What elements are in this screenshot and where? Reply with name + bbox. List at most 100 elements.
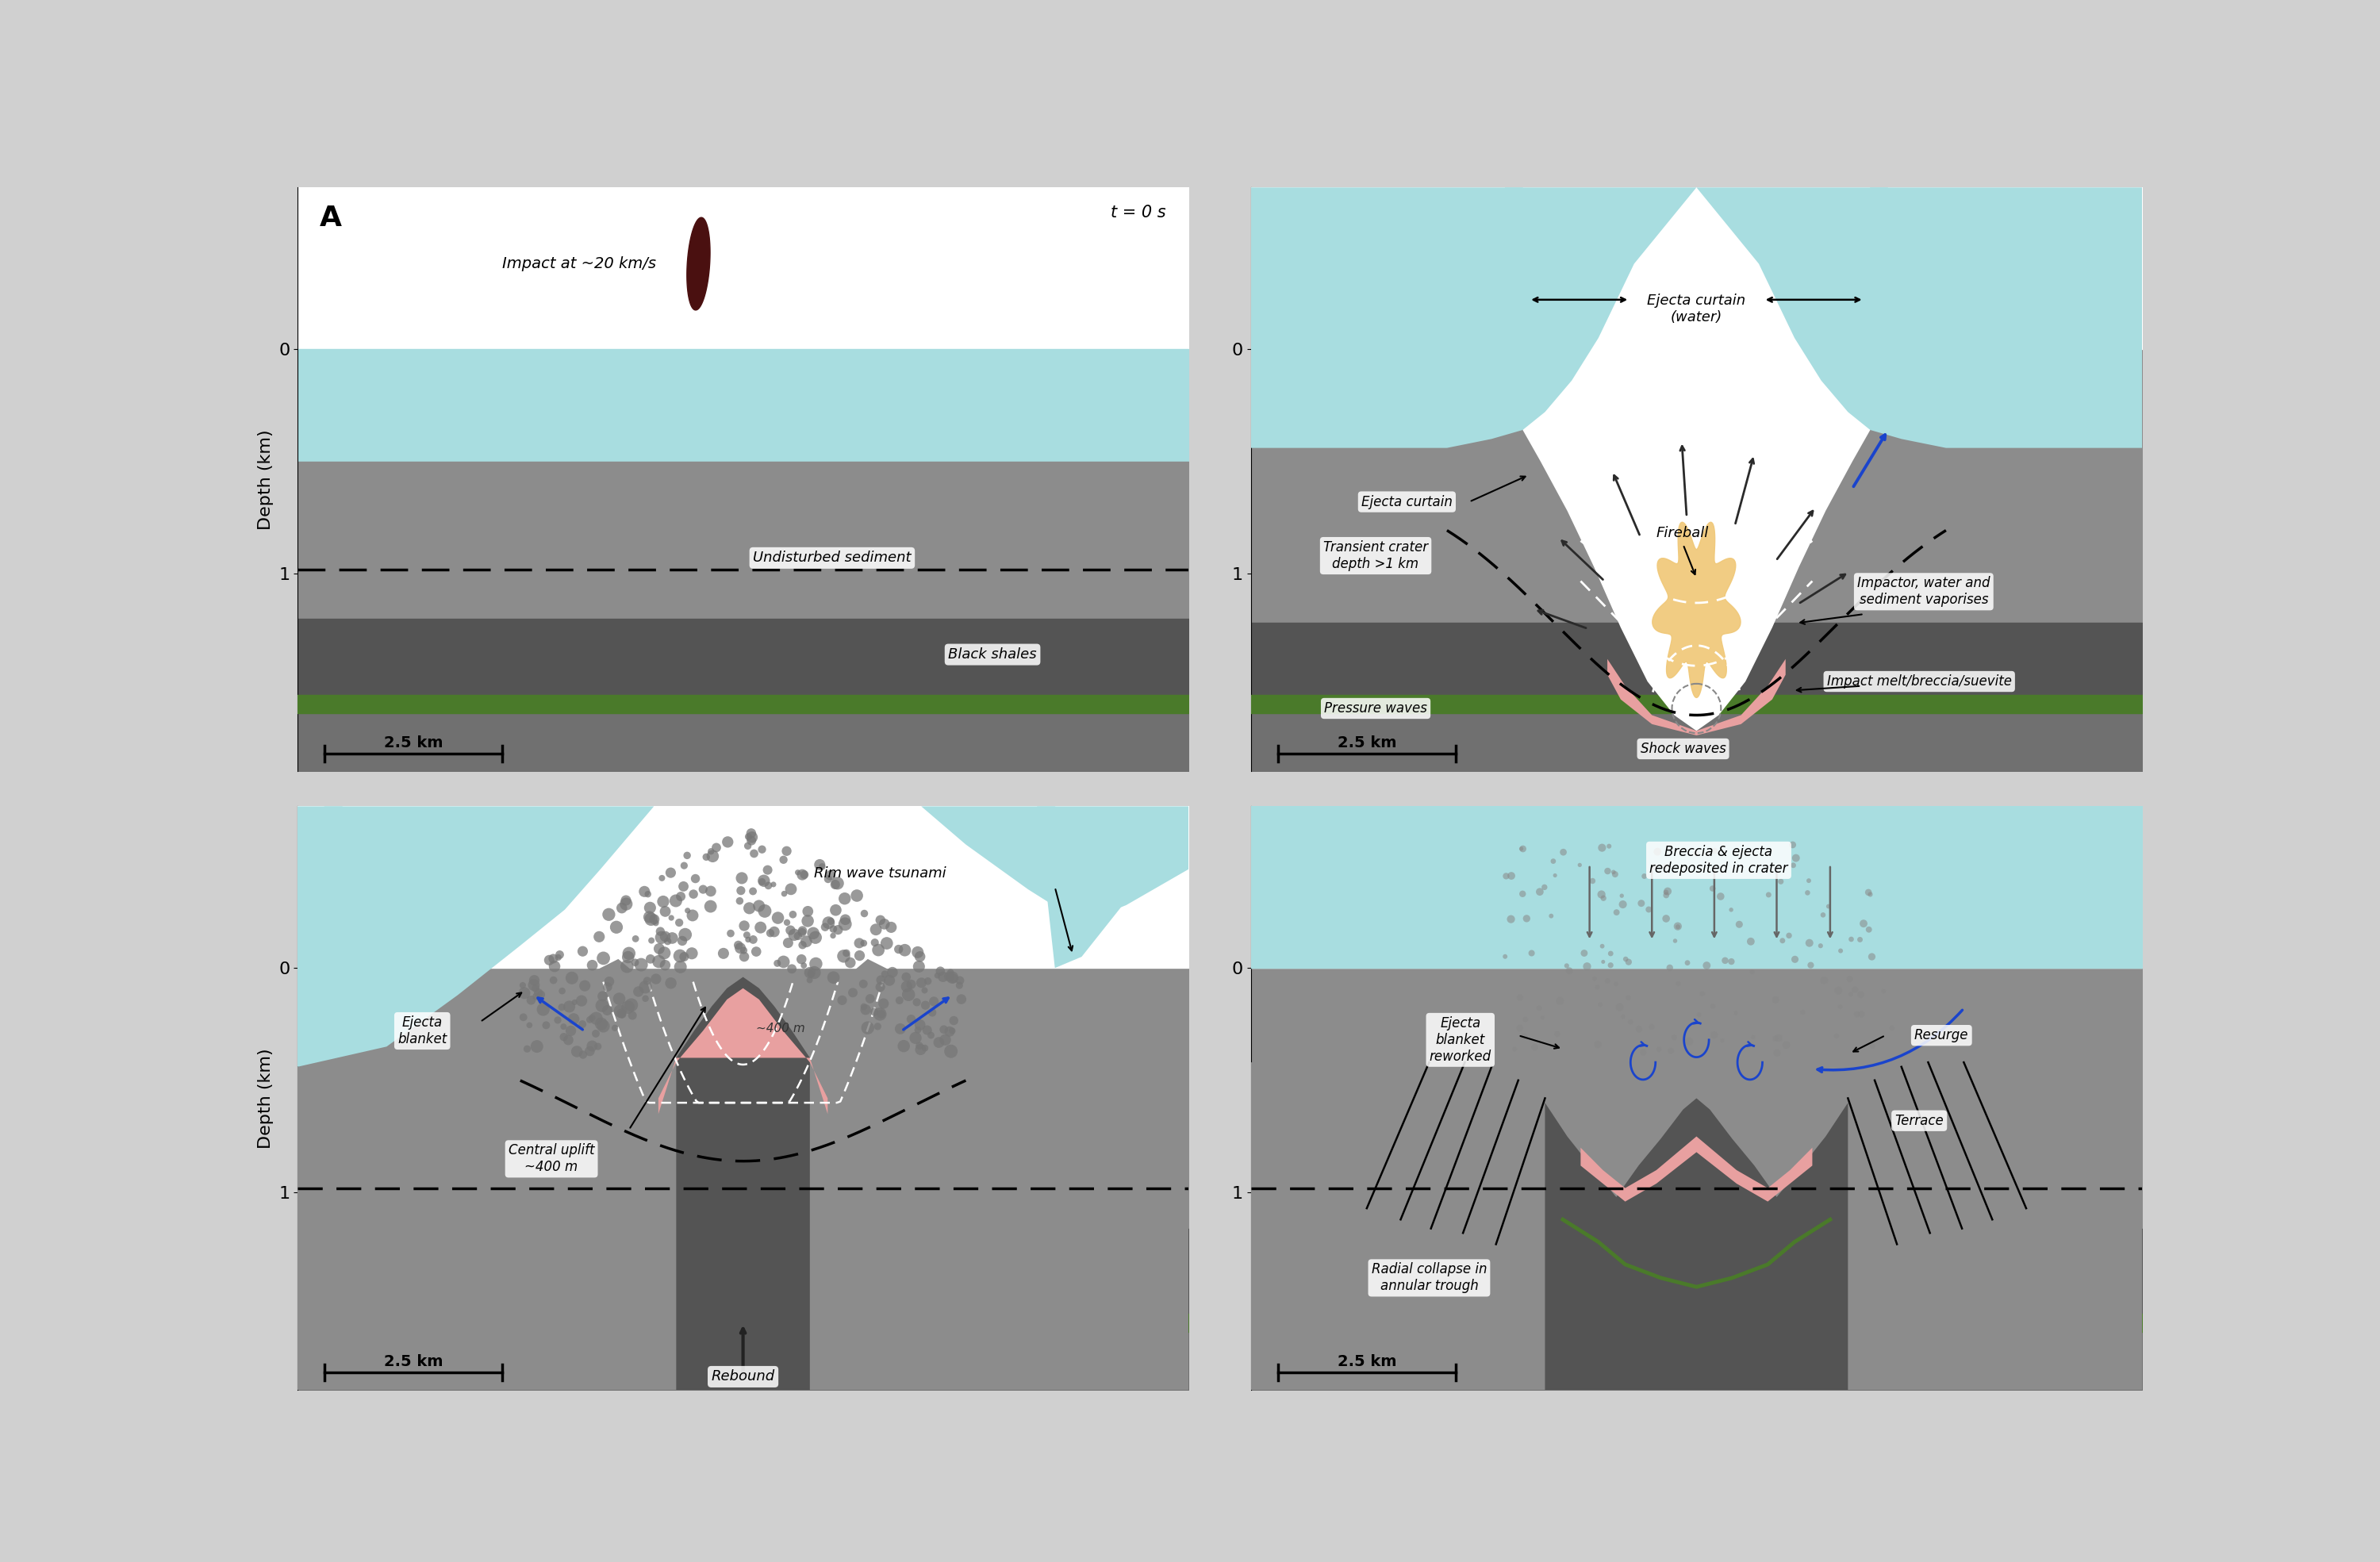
Point (564, 939, 602, 964)
Point (1583, 883, 1621, 908)
Point (1849, 879, 1887, 904)
Point (1733, 959, 1771, 984)
Point (509, 1012, 547, 1037)
Point (1609, 986, 1647, 1011)
Point (921, 959, 959, 984)
Point (764, 950, 802, 975)
Point (1775, 947, 1814, 972)
Point (940, 973, 978, 998)
Point (512, 987, 550, 1012)
Point (1526, 875, 1564, 900)
Point (912, 1023, 950, 1048)
Point (588, 998, 626, 1023)
Point (728, 834, 766, 859)
Polygon shape (1697, 187, 2142, 448)
Point (631, 947, 669, 972)
Point (628, 881, 666, 906)
Point (935, 965, 973, 990)
Text: 2.5 km: 2.5 km (383, 1354, 443, 1370)
Point (545, 1025, 583, 1050)
Point (769, 911, 807, 936)
Point (1695, 993, 1733, 1018)
Point (790, 967, 828, 992)
Point (783, 933, 821, 958)
Point (1680, 1003, 1718, 1028)
Point (1756, 987, 1795, 1012)
Point (764, 847, 802, 872)
Text: Transient crater
depth >1 km: Transient crater depth >1 km (1323, 540, 1428, 572)
Point (871, 915, 909, 940)
Point (885, 937, 923, 962)
Point (1771, 923, 1809, 948)
Point (543, 978, 581, 1003)
Point (1778, 845, 1816, 870)
Point (566, 973, 605, 998)
Point (800, 853, 838, 878)
Point (873, 959, 912, 984)
Point (631, 904, 669, 929)
Point (1502, 986, 1540, 1011)
Point (721, 878, 759, 903)
Point (516, 984, 555, 1009)
Point (797, 951, 835, 976)
Point (771, 876, 809, 901)
Point (662, 943, 700, 968)
Point (693, 893, 731, 918)
Point (788, 929, 826, 954)
Point (1597, 900, 1635, 925)
Point (533, 947, 571, 972)
Polygon shape (688, 217, 709, 311)
Point (788, 909, 826, 934)
Point (1706, 948, 1745, 973)
Point (1492, 864, 1530, 889)
Point (931, 1018, 969, 1043)
Point (647, 925, 685, 950)
Point (785, 953, 823, 978)
Point (574, 953, 612, 978)
Point (626, 879, 664, 904)
Point (1711, 897, 1749, 922)
Text: Ejecta curtain
(water): Ejecta curtain (water) (1647, 294, 1745, 323)
Point (783, 918, 821, 943)
Point (909, 968, 947, 993)
Point (538, 1007, 576, 1032)
Point (1695, 839, 1733, 864)
Point (807, 914, 845, 939)
Point (862, 1001, 900, 1026)
Point (862, 908, 900, 933)
Point (881, 937, 919, 962)
Point (1830, 967, 1868, 992)
Point (726, 945, 764, 970)
Point (709, 829, 747, 854)
Point (1502, 1015, 1540, 1040)
Point (1809, 893, 1847, 918)
Point (909, 1017, 947, 1042)
Point (1790, 931, 1828, 956)
Point (1849, 917, 1887, 942)
Point (626, 986, 664, 1011)
Point (1516, 1034, 1554, 1059)
Point (750, 858, 788, 883)
Point (728, 825, 766, 850)
Point (826, 908, 864, 933)
Point (1656, 928, 1695, 953)
Point (788, 898, 826, 923)
Point (540, 942, 578, 967)
Point (1597, 972, 1635, 997)
Point (1773, 853, 1811, 878)
Point (814, 917, 852, 942)
Point (674, 881, 712, 906)
Point (900, 1017, 938, 1042)
Point (662, 954, 700, 979)
Point (907, 1036, 945, 1061)
Point (1764, 928, 1802, 953)
Point (1721, 912, 1759, 937)
Point (902, 1037, 940, 1062)
Polygon shape (298, 959, 702, 1390)
Text: ~400 m: ~400 m (757, 1023, 804, 1034)
Point (676, 865, 714, 890)
Point (931, 961, 969, 986)
Point (745, 868, 783, 893)
Polygon shape (921, 806, 1188, 923)
Point (823, 943, 862, 968)
